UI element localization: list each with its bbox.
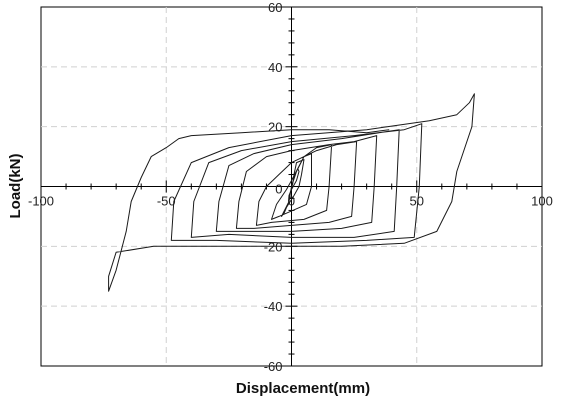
x-tick-label: -50 — [157, 194, 176, 209]
x-tick-label: 0 — [288, 194, 295, 209]
y-tick-label: -40 — [264, 299, 283, 314]
y-axis-title: Load(kN) — [7, 154, 24, 219]
series-layer — [108, 93, 475, 292]
x-tick-label: 50 — [410, 194, 424, 209]
y-tick-label: -20 — [264, 239, 283, 254]
y-tick-label: 40 — [268, 60, 282, 75]
y-tick-label: -60 — [264, 359, 283, 374]
tick-marks — [40, 6, 543, 367]
x-tick-label: 100 — [531, 194, 553, 209]
y-tick-label-zero: 0 — [275, 182, 282, 197]
hysteresis-curve — [108, 93, 475, 292]
x-axis-title: Displacement(mm) — [236, 380, 370, 397]
y-tick-label: 20 — [268, 120, 282, 135]
y-tick-label: 60 — [268, 0, 282, 15]
x-tick-label: -100 — [28, 194, 54, 209]
